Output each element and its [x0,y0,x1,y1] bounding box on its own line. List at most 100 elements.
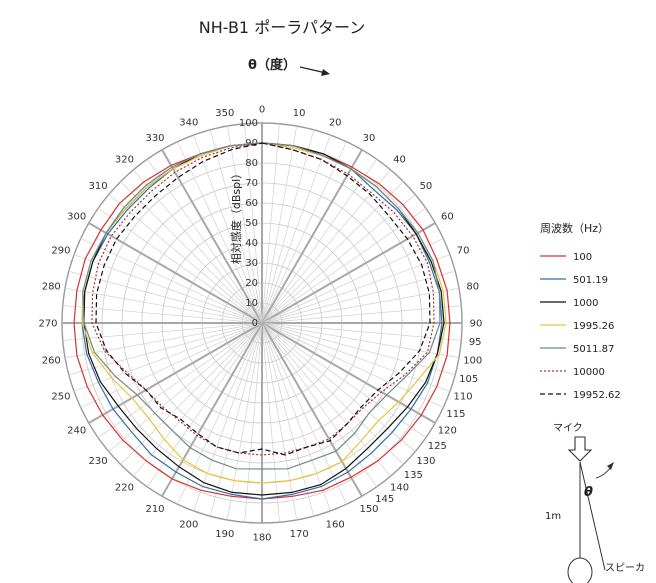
grid-spoke [108,322,263,452]
angle-tick-label: 250 [51,392,70,403]
angle-tick-label: 160 [326,520,345,531]
grid-spoke [193,322,263,512]
grid-spoke [80,322,263,408]
down-arrow-icon [567,436,593,462]
grid-spoke [261,322,456,376]
grid-spoke [146,322,263,488]
angle-tick-label: 135 [404,470,423,481]
radial-tick-label: 50 [245,218,258,229]
grid-spoke [244,123,263,324]
polar-grid [61,122,463,524]
radial-tick-label: 0 [252,318,258,329]
grid-spoke [261,322,416,452]
grid-spoke [261,322,363,497]
angle-tick-label: 110 [454,392,473,403]
grid-spoke [261,305,462,324]
grid-spoke [261,322,298,521]
angle-tick-label: 280 [42,281,61,292]
grid-spoke [261,322,462,341]
radial-tick-label: 10 [245,298,258,309]
grid-spoke [261,287,460,324]
angle-tick-label: 30 [363,133,376,144]
radial-axis-label: 相対感度（dBspl） [229,168,243,264]
grid-spoke [261,238,444,324]
grid-spoke [261,194,416,324]
grid-spoke [261,322,391,477]
angle-tick-label: 300 [67,212,86,223]
angle-tick-label: 140 [390,482,409,493]
angle-tick-label: 20 [329,117,342,128]
grid-spoke [120,181,263,324]
angle-tick-label: 130 [416,456,435,467]
angle-tick-label: 150 [359,504,378,515]
grid-spoke [261,149,363,324]
grid-spoke [73,254,263,324]
angle-arrow-icon [595,462,614,479]
angle-tick-label: 95 [469,337,482,348]
grid-spoke [97,322,263,439]
angle-tick-label: 320 [115,155,134,166]
grid-spoke [161,149,263,324]
series-line-5 [82,142,441,470]
grid-spoke [64,322,263,359]
angle-tick-label: 105 [459,374,478,385]
grid-spoke [261,123,280,324]
measurement-diagram: マイク θ 1m スピーカ [545,422,645,583]
grid-spoke [261,322,331,512]
legend: 周波数（Hz） 100 501.19 1000 1995.26 5011.87 10000… [540,222,621,401]
grid-spoke [88,322,263,424]
grid-spoke [261,141,347,324]
grid-spoke [133,169,263,324]
legend-label: 100 [573,252,592,263]
grid-spoke [108,194,263,324]
angle-tick-labels: 0 102030405060708090951001051101151201251… [38,105,482,544]
theta-axis-label: θ（度） [248,57,296,73]
grid-spoke [261,125,298,324]
radial-tick-label: 20 [245,278,258,289]
angle-tick-label: 70 [457,245,470,256]
grid-spoke [120,322,263,465]
angle-tick-label: 40 [393,155,406,166]
radial-tick-label: 70 [245,178,258,189]
grid-spoke [68,322,263,376]
grid-spoke [88,222,263,324]
grid-spoke [64,287,263,324]
angle-line [579,461,606,571]
speaker-label: スピーカ [605,562,645,574]
grid-spoke [261,270,456,324]
grid-spoke [68,270,263,324]
angle-tick-label: 0 [259,105,265,116]
grid-spoke [261,129,315,324]
grid-spoke [261,254,451,324]
grid-spoke [80,238,263,324]
theta-symbol: θ [584,485,593,500]
grid-spoke [261,322,404,465]
grid-spoke [62,305,263,324]
grid-spoke [209,322,263,517]
grid-spoke [261,322,347,505]
radial-tick-label: 60 [245,198,258,209]
grid-spoke [261,158,378,324]
angle-tick-label: 170 [290,529,309,540]
legend-title: 周波数（Hz） [540,222,609,235]
series-line-6 [91,142,435,456]
angle-tick-label: 270 [38,319,57,330]
grid-spoke [261,169,391,324]
grid-spoke [226,125,263,324]
radial-tick-label: 80 [245,158,258,169]
radial-tick-label: 30 [245,258,258,269]
angle-tick-label: 240 [67,426,86,437]
angle-tick-label: 125 [428,441,447,452]
grid-spoke [97,207,263,324]
distance-label: 1m [545,511,561,522]
grid-spoke [226,322,263,521]
grid-spoke [244,322,263,523]
angle-tick-label: 90 [470,319,483,330]
angle-tick-label: 80 [466,281,479,292]
legend-label: 10000 [573,367,605,378]
mic-label: マイク [553,422,583,434]
angle-tick-label: 190 [215,529,234,540]
legend-label: 5011.87 [573,344,614,355]
grid-spoke [261,207,427,324]
